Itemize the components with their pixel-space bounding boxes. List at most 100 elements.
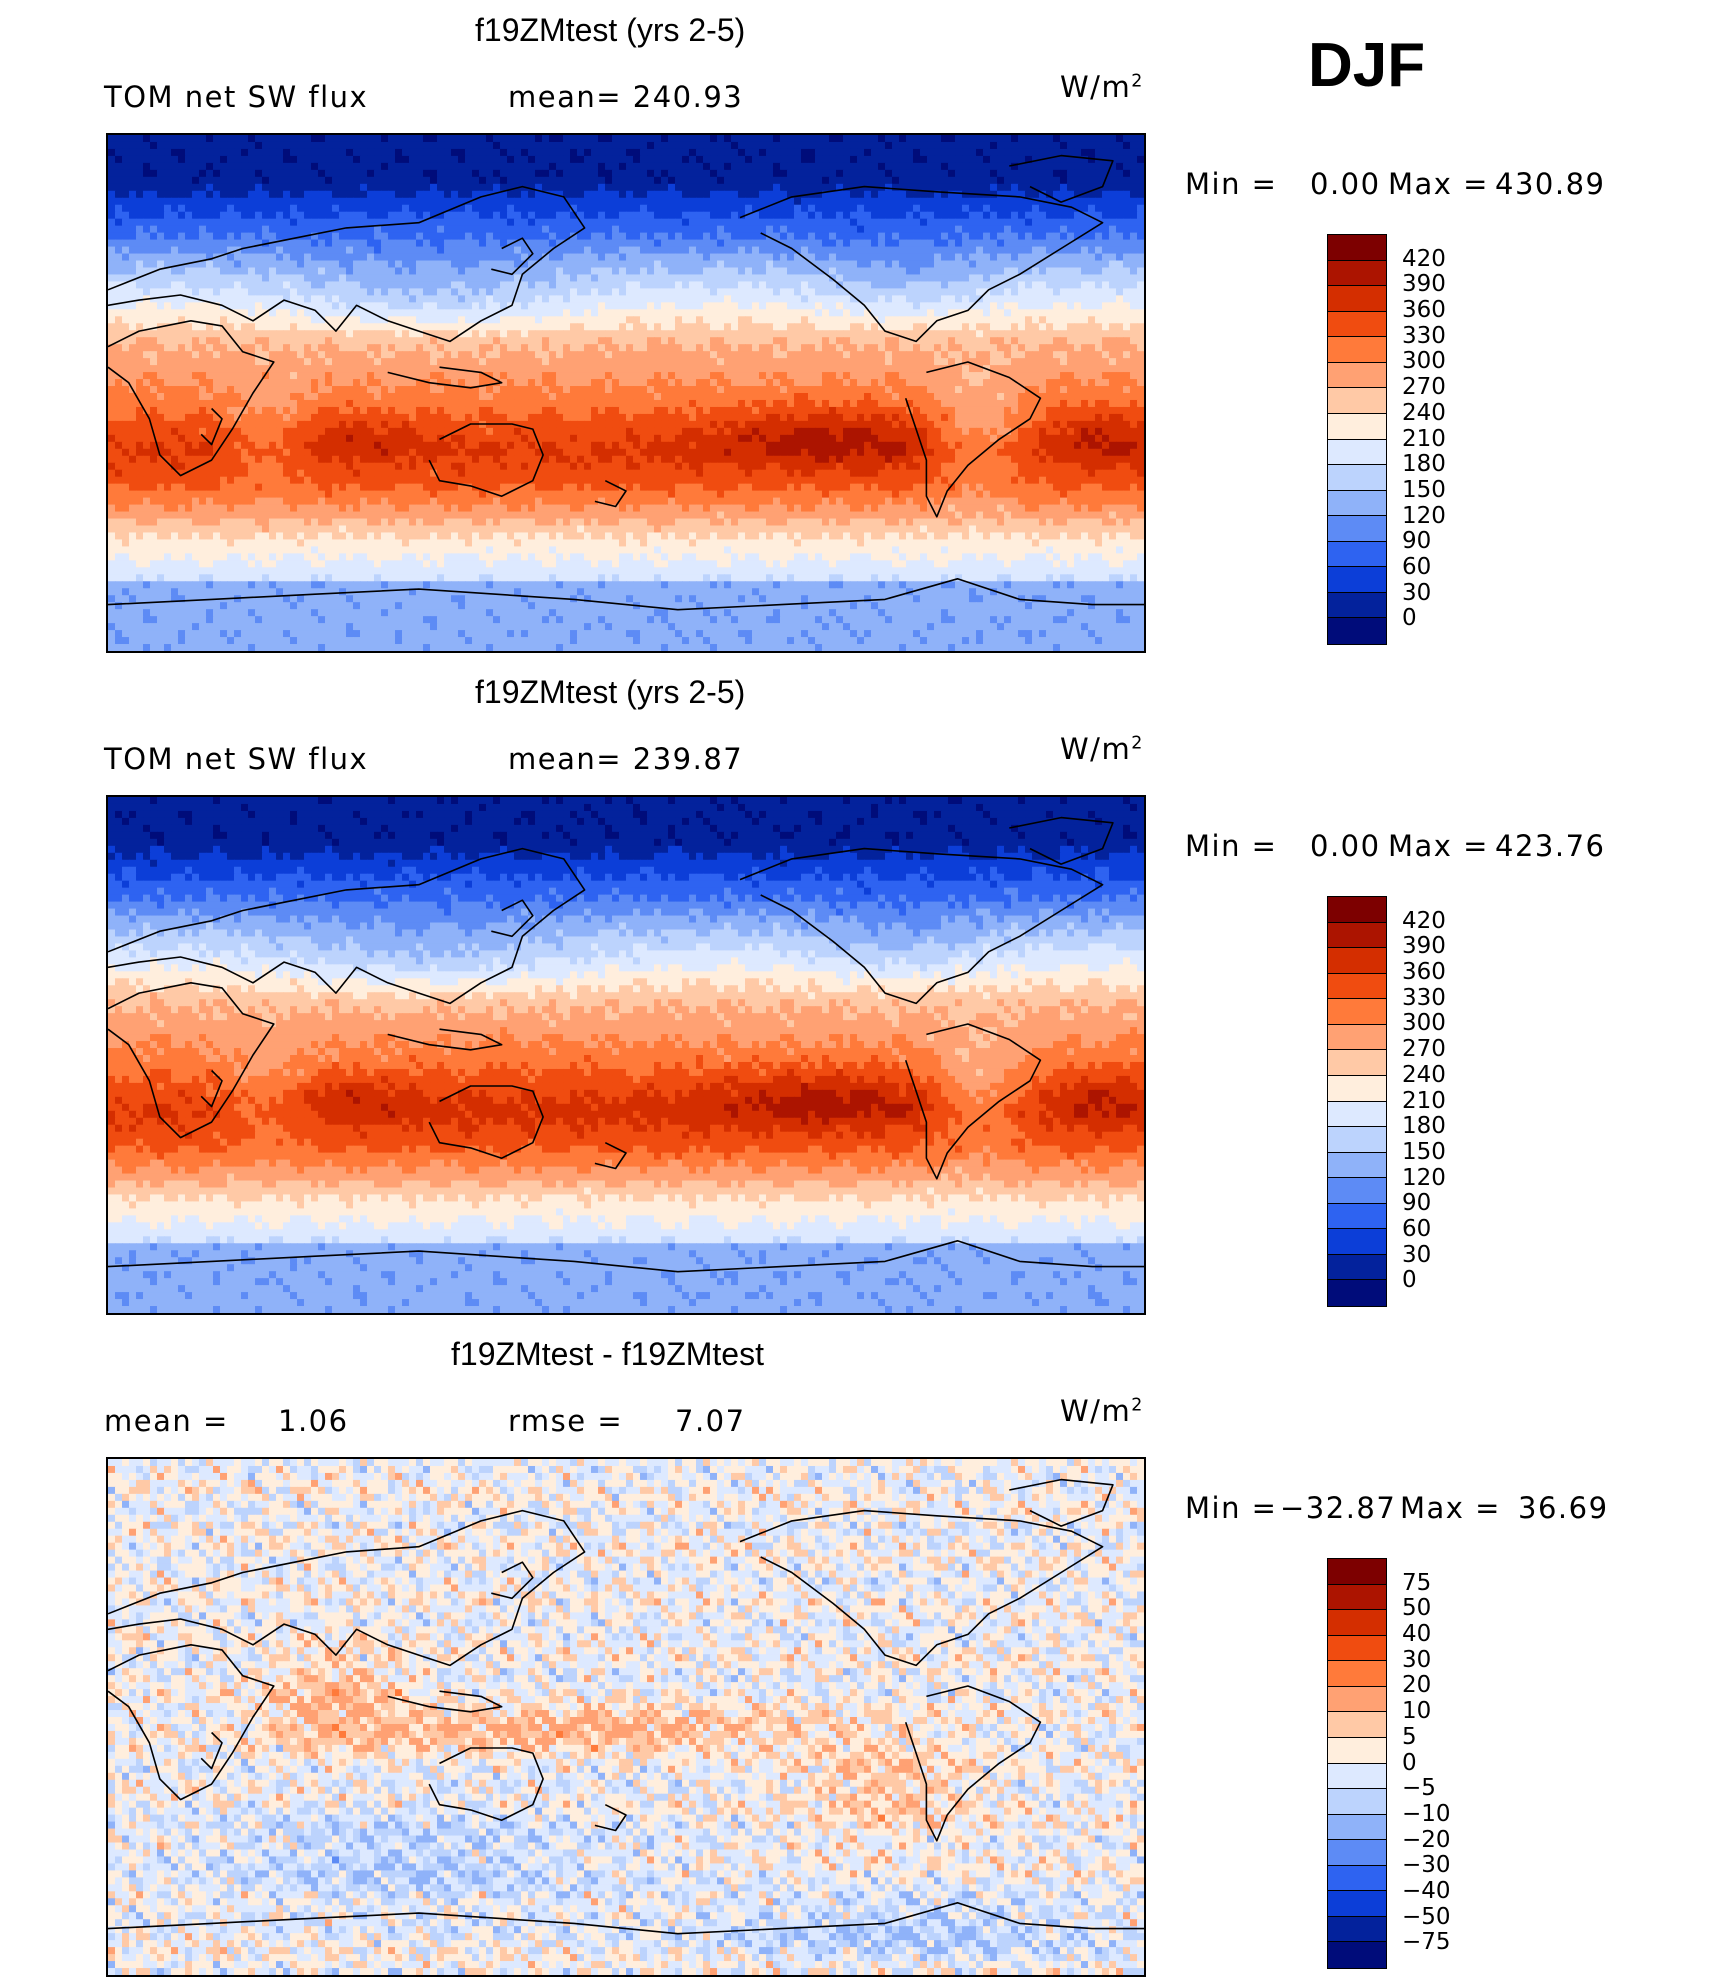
colorbar-tick-label: 300	[1402, 350, 1446, 373]
colorbar-swatch	[1328, 948, 1386, 974]
panel-2-title: f19ZMtest (yrs 2-5)	[475, 674, 745, 711]
coastline	[108, 1644, 275, 1801]
colorbar-swatch	[1328, 1178, 1386, 1204]
coastline	[1009, 816, 1114, 865]
coastline	[200, 407, 223, 446]
colorbar-swatch	[1328, 1024, 1386, 1051]
panel-1-mean-label: mean= 240.93	[508, 80, 743, 114]
panel-2-max-value: 423.76	[1495, 829, 1605, 863]
colorbar-tick-label: 10	[1402, 1700, 1431, 1723]
colorbar-swatch	[1328, 1712, 1386, 1738]
colorbar-tick-label: 270	[1402, 1038, 1446, 1061]
colorbar-tick-label: 300	[1402, 1012, 1446, 1035]
colorbar-tick-label: 240	[1402, 401, 1446, 425]
colorbar-tick-label: 90	[1402, 1192, 1431, 1215]
coastline	[491, 1561, 534, 1600]
colorbar-tick-label: 20	[1402, 1674, 1431, 1697]
colorbar-tick-label: 120	[1402, 504, 1446, 528]
colorbar-tick-label: −5	[1402, 1777, 1436, 1800]
colorbar-tick-label: 75	[1402, 1571, 1431, 1595]
colorbar-tick-label: 0	[1402, 1751, 1417, 1775]
colorbar-swatch	[1328, 973, 1386, 1000]
panel-2-min-value: 0.00	[1310, 829, 1381, 863]
colorbar-tick-label: 30	[1402, 1243, 1431, 1267]
colorbar-swatch	[1328, 1559, 1386, 1585]
colorbar-swatch	[1328, 592, 1386, 619]
colorbar-tick-label: 150	[1402, 1140, 1446, 1164]
coastline	[387, 1690, 503, 1713]
colorbar-tick-label: 50	[1402, 1597, 1431, 1620]
coastline	[387, 366, 503, 389]
coastlines	[108, 816, 1144, 1273]
field-cells	[108, 1459, 1144, 1975]
panel-3-min-label: Min =	[1185, 1491, 1277, 1525]
coastline	[739, 1509, 1104, 1667]
colorbar-tick-label: 330	[1402, 986, 1446, 1010]
colorbar-tick-label: −20	[1402, 1828, 1451, 1852]
colorbar-tick-label: 390	[1402, 935, 1446, 958]
colorbar-swatch	[1328, 1254, 1386, 1281]
colorbar-swatch	[1328, 1635, 1386, 1662]
colorbar-swatch	[1328, 1610, 1386, 1636]
coastline	[739, 185, 1104, 343]
panel-3-rmse-value: 7.07	[675, 1404, 746, 1438]
colorbar-tick-label: −40	[1402, 1879, 1451, 1903]
colorbar-tick-label: −10	[1402, 1802, 1451, 1826]
panel-2-variable-label: TOM net SW flux	[104, 742, 368, 776]
colorbar-swatch	[1328, 235, 1386, 261]
colorbar-tick-label: 120	[1402, 1166, 1446, 1190]
panel-3-units: W/m2	[1060, 1394, 1144, 1428]
colorbar-swatch	[1328, 618, 1386, 644]
colorbar-tick-label: 420	[1402, 909, 1446, 933]
colorbar-swatch	[1328, 1152, 1386, 1179]
coastline	[594, 1803, 627, 1832]
panel-2-max-label: Max =	[1388, 829, 1489, 863]
colorbar-tick-label: 210	[1402, 1089, 1446, 1113]
coastline	[108, 847, 586, 1005]
coastline	[108, 1901, 1144, 1935]
colorbar-tick-label: 30	[1402, 581, 1431, 605]
colorbar-swatch	[1328, 413, 1386, 440]
panel-2-mean-label: mean= 239.87	[508, 742, 743, 776]
colorbar-swatch	[1328, 1763, 1386, 1790]
panel-3-mean-value: 1.06	[278, 1404, 349, 1438]
panel-1-colorbar	[1327, 234, 1387, 645]
colorbar-swatch	[1328, 1229, 1386, 1255]
colorbar-tick-label: −75	[1402, 1931, 1451, 1954]
colorbar-swatch	[1328, 1686, 1386, 1713]
coastline	[387, 1028, 503, 1051]
colorbar-swatch	[1328, 1942, 1386, 1968]
coastline	[1009, 154, 1114, 203]
panel-3-map	[106, 1457, 1146, 1977]
panel-3-colorbar	[1327, 1558, 1387, 1969]
coastline	[200, 1069, 223, 1108]
colorbar-swatch	[1328, 922, 1386, 949]
coastline	[108, 1239, 1144, 1273]
colorbar-tick-label: 0	[1402, 1269, 1417, 1292]
colorbar-tick-label: 60	[1402, 1217, 1431, 1241]
panel-2-colorbar	[1327, 896, 1387, 1307]
coastline	[594, 1141, 627, 1170]
panel-1-variable-label: TOM net SW flux	[104, 80, 368, 114]
colorbar-tick-label: 5	[1402, 1725, 1417, 1749]
colorbar-swatch	[1328, 1840, 1386, 1866]
colorbar-swatch	[1328, 1584, 1386, 1611]
coastline	[1009, 1478, 1114, 1527]
panel-3-max-value: 36.69	[1518, 1491, 1609, 1525]
colorbar-tick-label: 330	[1402, 324, 1446, 348]
panel-3-max-label: Max =	[1400, 1491, 1501, 1525]
colorbar-tick-label: 390	[1402, 273, 1446, 296]
colorbar-swatch	[1328, 1101, 1386, 1128]
coastline	[904, 361, 1042, 518]
colorbar-swatch	[1328, 362, 1386, 389]
coastlines	[108, 1478, 1144, 1935]
colorbar-swatch	[1328, 567, 1386, 593]
coastline	[108, 320, 275, 477]
colorbar-swatch	[1328, 897, 1386, 923]
coastline	[904, 1023, 1042, 1180]
colorbar-swatch	[1328, 999, 1386, 1025]
colorbar-swatch	[1328, 1737, 1386, 1764]
coastline	[904, 1685, 1042, 1842]
colorbar-swatch	[1328, 1127, 1386, 1153]
coastline	[491, 237, 534, 276]
